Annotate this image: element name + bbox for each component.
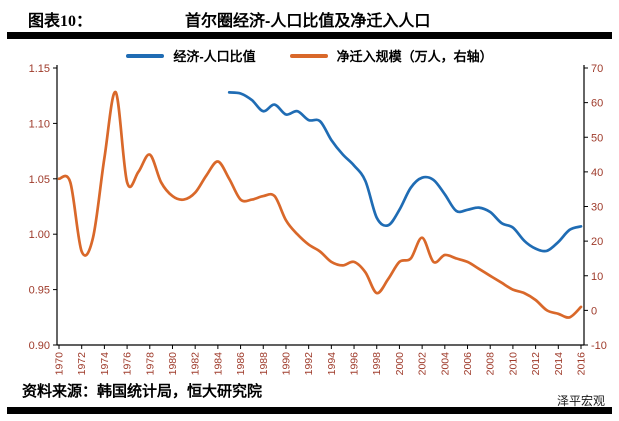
x-tick-label: 2004	[439, 352, 451, 376]
top-divider-bar	[7, 32, 612, 39]
right-tick-label: -10	[591, 340, 607, 352]
left-tick-label: 1.15	[29, 63, 50, 75]
x-tick-label: 2016	[576, 352, 588, 376]
left-tick-label: 1.10	[29, 118, 50, 130]
x-tick-label: 2012	[530, 352, 542, 376]
legend-label-ratio: 经济-人口比值	[173, 49, 256, 64]
right-tick-label: 50	[591, 132, 603, 144]
right-tick-label: 70	[591, 63, 603, 75]
x-tick-label: 2008	[485, 352, 497, 376]
right-tick-label: 40	[591, 167, 603, 179]
x-tick-label: 2000	[394, 352, 406, 376]
bottom-divider-bar	[7, 407, 612, 414]
x-tick-label: 1970	[54, 352, 66, 376]
legend-swatch-blue-line	[126, 53, 165, 58]
x-tick-label: 1990	[280, 352, 292, 376]
x-tick-label: 1998	[371, 352, 383, 376]
x-tick-label: 2006	[462, 352, 474, 376]
left-tick-label: 1.00	[29, 229, 50, 241]
x-tick-label: 1978	[144, 352, 156, 376]
right-tick-label: 30	[591, 202, 603, 214]
left-tick-label: 0.90	[29, 340, 50, 352]
chart-legend: 经济-人口比值 净迁入规模（万人，右轴）	[0, 46, 619, 65]
legend-label-migration: 净迁入规模（万人，右轴）	[336, 49, 493, 64]
x-tick-label: 2010	[507, 352, 519, 376]
series-line-1	[57, 90, 583, 319]
x-tick-label: 1980	[167, 352, 179, 376]
x-tick-label: 2014	[553, 352, 565, 376]
legend-item-ratio: 经济-人口比值	[126, 46, 256, 65]
right-tick-label: 0	[591, 305, 597, 317]
source-note: 资料来源：韩国统计局，恒大研究院	[22, 384, 263, 400]
right-tick-label: 20	[591, 236, 603, 248]
figure-number-label: 图表10：	[28, 13, 93, 30]
x-tick-label: 1974	[99, 352, 111, 376]
x-tick-label: 1988	[258, 352, 270, 376]
x-tick-label: 1984	[212, 352, 224, 376]
x-tick-label: 1976	[122, 352, 134, 376]
x-tick-label: 1994	[326, 352, 338, 376]
left-tick-label: 1.05	[29, 174, 50, 186]
figure-title: 首尔圈经济-人口比值及净迁入人口	[185, 13, 431, 30]
right-tick-label: 60	[591, 98, 603, 110]
x-tick-label: 2002	[417, 352, 429, 376]
x-tick-label: 1982	[190, 352, 202, 376]
left-tick-label: 0.95	[29, 285, 50, 297]
series-line-0	[227, 91, 583, 253]
x-tick-label: 1986	[235, 352, 247, 376]
right-tick-label: 10	[591, 271, 603, 283]
x-tick-label: 1996	[349, 352, 361, 376]
x-tick-label: 1992	[303, 352, 315, 376]
x-tick-label: 1972	[76, 352, 88, 376]
legend-swatch-orange-line	[289, 53, 328, 58]
legend-item-migration: 净迁入规模（万人，右轴）	[289, 46, 493, 65]
watermark: 泽平宏观	[556, 394, 605, 408]
line-chart-plot: 1.151.101.051.000.950.90706050403020100-…	[29, 63, 607, 376]
